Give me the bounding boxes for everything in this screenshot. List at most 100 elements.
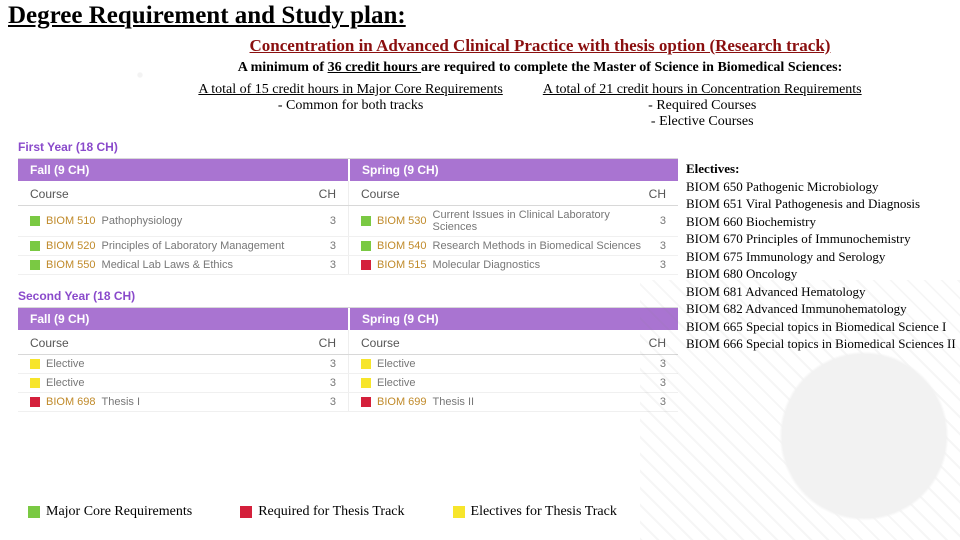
legend-thesis-icon <box>240 506 252 518</box>
y1f-col-ch: CH <box>319 187 336 201</box>
credit-hours: 3 <box>322 358 336 370</box>
y1s-col-ch: CH <box>649 187 666 201</box>
course-title: Molecular Diagnostics <box>433 259 646 271</box>
req-conc-sub2: - Elective Courses <box>543 114 862 130</box>
elective-item: BIOM 675 Immunology and Serology <box>686 248 956 266</box>
course-type-icon <box>361 359 371 369</box>
elective-item: BIOM 650 Pathogenic Microbiology <box>686 178 956 196</box>
credit-hours: 3 <box>652 358 666 370</box>
y2s-col-ch: CH <box>649 336 666 350</box>
legend-core-label: Major Core Requirements <box>46 504 192 520</box>
course-type-icon <box>30 397 40 407</box>
credit-hours: 3 <box>322 215 336 227</box>
course-title: Principles of Laboratory Management <box>102 240 316 252</box>
y2-spring-header: Spring (9 CH) <box>362 312 439 326</box>
course-code: BIOM 530 <box>377 215 427 227</box>
y2-fall-header: Fall (9 CH) <box>30 312 89 326</box>
y1f-col-course: Course <box>30 187 69 201</box>
minimum-line: A minimum of 36 credit hours are require… <box>120 60 960 76</box>
table-row: Elective 3 Elective 3 <box>18 355 678 374</box>
subtitle: Concentration in Advanced Clinical Pract… <box>120 36 960 56</box>
course-title: Elective <box>46 358 316 370</box>
course-title: Research Methods in Biomedical Sciences <box>433 240 646 252</box>
year2-label: Second Year (18 CH) <box>18 285 678 308</box>
course-title: Current Issues in Clinical Laboratory Sc… <box>433 209 646 233</box>
table-row: BIOM 520 Principles of Laboratory Managem… <box>18 237 678 256</box>
req-core-sub: - Common for both tracks <box>198 98 502 114</box>
course-code: BIOM 515 <box>377 259 427 271</box>
credit-hours: 3 <box>322 240 336 252</box>
year1-sem-header: Fall (9 CH) Spring (9 CH) <box>18 159 678 181</box>
study-plan-table: First Year (18 CH) Fall (9 CH) Spring (9… <box>18 136 678 412</box>
req-core-top: A total of 15 credit hours in Major Core… <box>198 82 502 97</box>
y2f-col-course: Course <box>30 336 69 350</box>
y1s-col-course: Course <box>361 187 400 201</box>
course-type-icon <box>30 378 40 388</box>
course-type-icon <box>30 260 40 270</box>
course-code: BIOM 699 <box>377 396 427 408</box>
course-type-icon <box>361 260 371 270</box>
credit-hours: 3 <box>652 396 666 408</box>
elective-item: BIOM 660 Biochemistry <box>686 213 956 231</box>
credit-hours: 3 <box>652 240 666 252</box>
course-type-icon <box>30 216 40 226</box>
req-conc-sub1: - Required Courses <box>543 98 862 114</box>
credit-hours: 3 <box>322 396 336 408</box>
y1-fall-header: Fall (9 CH) <box>30 163 89 177</box>
year2-sem-header: Fall (9 CH) Spring (9 CH) <box>18 308 678 330</box>
course-code: BIOM 520 <box>46 240 96 252</box>
min-suffix: are required to complete the Master of S… <box>421 60 842 75</box>
legend-elective-label: Electives for Thesis Track <box>471 504 617 520</box>
min-prefix: A minimum of <box>238 60 328 75</box>
y2s-col-course: Course <box>361 336 400 350</box>
elective-item: BIOM 651 Viral Pathogenesis and Diagnosi… <box>686 195 956 213</box>
elective-item: BIOM 670 Principles of Immunochemistry <box>686 230 956 248</box>
course-code: BIOM 550 <box>46 259 96 271</box>
course-title: Pathophysiology <box>102 215 316 227</box>
y1-spring-header: Spring (9 CH) <box>362 163 439 177</box>
course-type-icon <box>361 241 371 251</box>
course-type-icon <box>361 216 371 226</box>
elective-item: BIOM 680 Oncology <box>686 265 956 283</box>
electives-panel: Electives: BIOM 650 Pathogenic Microbiol… <box>686 136 956 353</box>
req-conc: A total of 21 credit hours in Concentrat… <box>543 82 862 130</box>
course-title: Thesis II <box>433 396 646 408</box>
course-type-icon <box>361 378 371 388</box>
legend-thesis-label: Required for Thesis Track <box>258 504 404 520</box>
legend-core-icon <box>28 506 40 518</box>
table-row: BIOM 698 Thesis I 3 BIOM 699 Thesis II 3 <box>18 393 678 412</box>
elective-item: BIOM 665 Special topics in Biomedical Sc… <box>686 318 956 336</box>
course-code: BIOM 698 <box>46 396 96 408</box>
electives-heading: Electives: <box>686 160 956 178</box>
course-code: BIOM 540 <box>377 240 427 252</box>
course-title: Elective <box>46 377 316 389</box>
year1-label: First Year (18 CH) <box>18 136 678 159</box>
page-title: Degree Requirement and Study plan: <box>0 0 960 30</box>
elective-item: BIOM 681 Advanced Hematology <box>686 283 956 301</box>
table-row: BIOM 550 Medical Lab Laws & Ethics 3 BIOM 5… <box>18 256 678 275</box>
course-title: Thesis I <box>102 396 316 408</box>
requirements-row: A total of 15 credit hours in Major Core… <box>100 82 960 130</box>
course-type-icon <box>361 397 371 407</box>
legend-elective-icon <box>453 506 465 518</box>
course-code: BIOM 510 <box>46 215 96 227</box>
y2f-col-ch: CH <box>319 336 336 350</box>
legend: Major Core Requirements Required for The… <box>28 504 617 520</box>
req-core: A total of 15 credit hours in Major Core… <box>198 82 502 130</box>
table-row: BIOM 510 Pathophysiology 3 BIOM 530 Current … <box>18 206 678 237</box>
course-type-icon <box>30 241 40 251</box>
credit-hours: 3 <box>322 259 336 271</box>
course-title: Elective <box>377 358 646 370</box>
elective-item: BIOM 666 Special topics in Biomedical Sc… <box>686 335 956 353</box>
elective-item: BIOM 682 Advanced Immunohematology <box>686 300 956 318</box>
course-title: Elective <box>377 377 646 389</box>
course-title: Medical Lab Laws & Ethics <box>102 259 316 271</box>
min-bold: 36 credit hours <box>328 60 421 75</box>
credit-hours: 3 <box>652 377 666 389</box>
credit-hours: 3 <box>322 377 336 389</box>
credit-hours: 3 <box>652 215 666 227</box>
table-row: Elective 3 Elective 3 <box>18 374 678 393</box>
req-conc-top: A total of 21 credit hours in Concentrat… <box>543 82 862 97</box>
course-type-icon <box>30 359 40 369</box>
credit-hours: 3 <box>652 259 666 271</box>
